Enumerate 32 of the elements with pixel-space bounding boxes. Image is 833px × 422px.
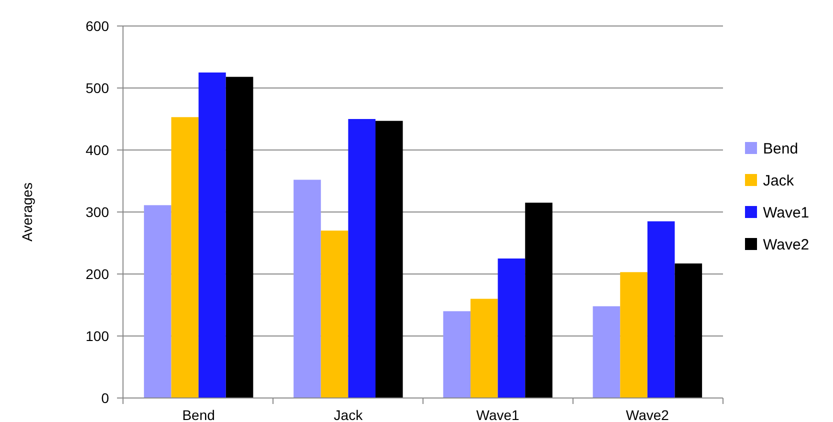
y-tick-label: 500 bbox=[86, 80, 110, 96]
bar bbox=[498, 258, 526, 398]
legend-label: Jack bbox=[763, 172, 794, 190]
bar bbox=[171, 117, 199, 398]
x-tick-label: Wave2 bbox=[626, 407, 670, 422]
y-axis-title: Averages bbox=[19, 182, 35, 242]
bar bbox=[375, 120, 403, 398]
y-tick-label: 200 bbox=[86, 266, 110, 282]
y-tick-label: 300 bbox=[86, 204, 110, 220]
bar bbox=[320, 230, 348, 398]
legend-label: Wave2 bbox=[763, 236, 810, 254]
bar bbox=[647, 221, 675, 398]
x-tick-label: Jack bbox=[334, 407, 364, 422]
legend-label: Bend bbox=[763, 140, 798, 158]
y-tick-label: 100 bbox=[86, 328, 110, 344]
y-tick-label: 600 bbox=[86, 18, 110, 34]
bar bbox=[144, 205, 172, 398]
y-tick-label: 400 bbox=[86, 142, 110, 158]
bar bbox=[226, 76, 254, 398]
bar bbox=[620, 272, 648, 398]
bar bbox=[592, 306, 620, 398]
bar bbox=[294, 180, 321, 398]
legend-label: Wave1 bbox=[763, 204, 810, 222]
bar bbox=[198, 72, 226, 398]
x-tick-label: Wave1 bbox=[476, 407, 520, 422]
bar bbox=[348, 119, 376, 398]
bar bbox=[525, 202, 552, 398]
y-tick-label: 0 bbox=[101, 390, 110, 406]
bar bbox=[443, 311, 471, 398]
x-tick-label: Bend bbox=[182, 407, 215, 422]
bar bbox=[674, 263, 702, 398]
bar bbox=[470, 298, 498, 398]
